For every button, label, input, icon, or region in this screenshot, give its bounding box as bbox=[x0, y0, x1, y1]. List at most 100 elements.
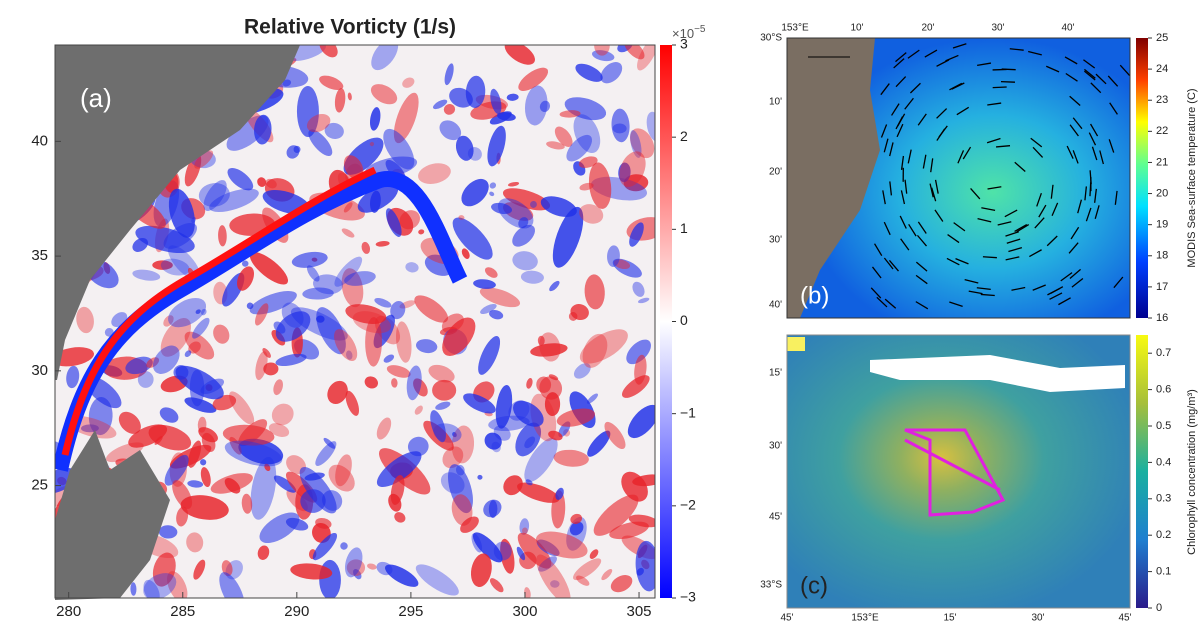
eddy bbox=[186, 532, 204, 553]
eddy bbox=[467, 147, 482, 161]
eddy bbox=[540, 196, 577, 217]
colorbar-multiplier: ×10−5 bbox=[672, 24, 706, 42]
current-vector bbox=[1085, 207, 1092, 222]
eddy bbox=[384, 564, 419, 587]
eddy bbox=[345, 390, 360, 416]
colorbar-tick-label: 18 bbox=[1156, 250, 1168, 262]
eddy bbox=[255, 351, 268, 381]
current-vector bbox=[899, 215, 907, 229]
eddy bbox=[195, 309, 201, 314]
eddy bbox=[471, 533, 483, 553]
eddy bbox=[490, 88, 502, 114]
current-vector bbox=[1065, 72, 1078, 82]
current-vector bbox=[893, 58, 905, 69]
eddy bbox=[257, 545, 270, 560]
y-tick-label: 35 bbox=[31, 247, 48, 264]
eddy bbox=[546, 141, 565, 150]
eddy bbox=[630, 130, 642, 158]
eddy bbox=[637, 297, 650, 304]
eddy bbox=[491, 202, 513, 215]
current-vector bbox=[880, 124, 888, 138]
eddy bbox=[130, 582, 137, 596]
eddy bbox=[472, 532, 503, 563]
current-vector bbox=[922, 154, 927, 169]
current-vector bbox=[1008, 247, 1023, 253]
eddy bbox=[376, 417, 392, 440]
eddy bbox=[154, 436, 163, 445]
eddy bbox=[618, 162, 631, 183]
eddy bbox=[530, 343, 568, 357]
current-vector bbox=[1109, 102, 1118, 115]
current-vector bbox=[1005, 231, 1019, 237]
eddy bbox=[152, 552, 176, 587]
eddy bbox=[132, 237, 148, 252]
eddy bbox=[184, 331, 215, 360]
current-vector bbox=[1011, 286, 1026, 291]
current-vector bbox=[1113, 276, 1124, 289]
x-tick-label: 295 bbox=[398, 603, 423, 620]
eddy bbox=[335, 454, 352, 487]
colorbar-title: Chlorophyll concentration (mg/m³) bbox=[1186, 389, 1198, 555]
eddy bbox=[285, 517, 309, 531]
current-vector bbox=[1038, 204, 1047, 218]
current-vector bbox=[1016, 223, 1030, 233]
colorbar-tick-label: −1 bbox=[680, 404, 696, 420]
eddy bbox=[264, 463, 271, 471]
eddy bbox=[487, 125, 506, 167]
current-vector bbox=[976, 287, 991, 290]
current-vector bbox=[1070, 226, 1080, 240]
current-vector bbox=[957, 150, 965, 164]
colorbar-tick-label: −2 bbox=[680, 497, 696, 513]
eddy bbox=[415, 564, 459, 596]
current-vector bbox=[977, 62, 992, 67]
eddy bbox=[612, 258, 642, 278]
eddy bbox=[418, 229, 425, 235]
eddy bbox=[551, 490, 566, 529]
eddy bbox=[566, 134, 593, 162]
eddy bbox=[515, 422, 542, 457]
eddy bbox=[365, 317, 382, 367]
current-vector bbox=[897, 113, 906, 127]
current-vector bbox=[1071, 277, 1084, 288]
eddy bbox=[263, 362, 279, 376]
current-vector bbox=[1089, 123, 1099, 137]
current-vector bbox=[1036, 192, 1042, 207]
eddy bbox=[302, 287, 334, 300]
geo-tick-label: 30' bbox=[991, 23, 1004, 34]
eddy bbox=[506, 93, 519, 101]
eddy bbox=[271, 403, 294, 426]
eddy bbox=[552, 206, 584, 268]
geo-tick-label: 20' bbox=[921, 23, 934, 34]
eddy bbox=[152, 260, 173, 270]
colorbar-tick-label: 0.5 bbox=[1156, 420, 1171, 432]
y-tick-label: 25 bbox=[31, 477, 48, 494]
eddy bbox=[390, 475, 405, 505]
current-vector bbox=[934, 209, 944, 222]
eddy bbox=[383, 354, 395, 363]
geo-tick-label: 45' bbox=[1118, 613, 1131, 624]
eddy bbox=[632, 281, 645, 297]
eddy bbox=[406, 365, 422, 401]
eddy bbox=[219, 572, 245, 598]
eddy bbox=[88, 397, 113, 436]
eddy bbox=[414, 295, 449, 323]
colorbar-tick-label: 23 bbox=[1156, 94, 1168, 106]
geo-tick-label: 45' bbox=[780, 613, 793, 624]
eddy bbox=[442, 446, 464, 469]
eddy bbox=[518, 67, 549, 91]
eddy bbox=[319, 45, 338, 58]
eddy bbox=[484, 267, 498, 278]
geo-tick-label: 20' bbox=[769, 167, 782, 178]
eddy bbox=[461, 248, 470, 259]
eddy bbox=[306, 113, 331, 133]
eddy bbox=[148, 424, 192, 451]
colorbar bbox=[1136, 38, 1148, 318]
eddy bbox=[632, 474, 655, 487]
eddy bbox=[241, 260, 249, 267]
current-vector bbox=[1045, 65, 1060, 73]
cloud-mask bbox=[870, 355, 1125, 392]
eddy bbox=[503, 202, 534, 221]
eddy bbox=[584, 274, 605, 310]
eddy bbox=[255, 303, 269, 326]
eddy bbox=[504, 45, 535, 65]
